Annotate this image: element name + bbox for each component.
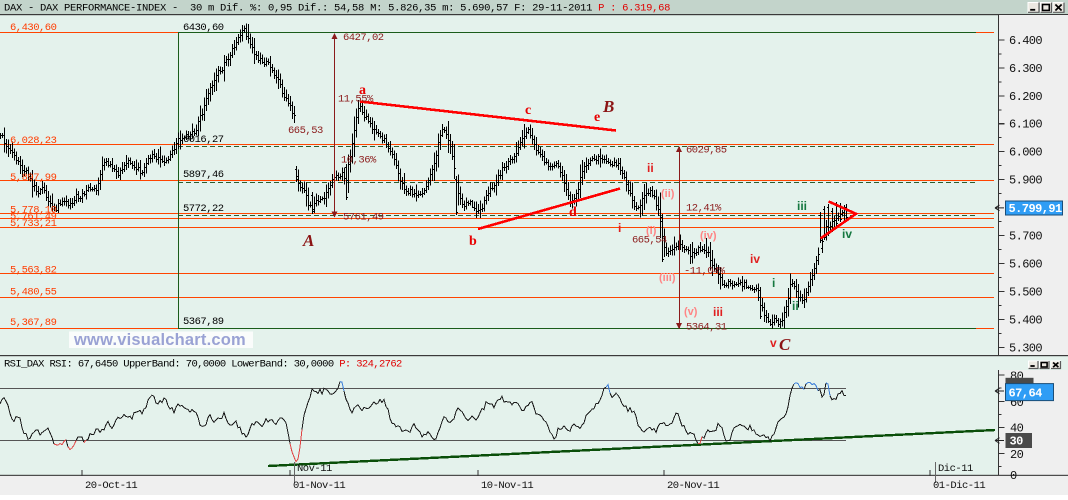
svg-text:Dic-11: Dic-11: [938, 463, 973, 475]
svg-text:01-Nov-11: 01-Nov-11: [293, 480, 345, 492]
svg-text:12,41%: 12,41%: [686, 203, 722, 215]
svg-text:A: A: [302, 231, 314, 250]
svg-text:5,367,89: 5,367,89: [10, 317, 57, 329]
svg-text:i: i: [618, 221, 621, 235]
svg-text:20-Oct-11: 20-Oct-11: [85, 480, 137, 492]
svg-text:5,733,21: 5,733,21: [10, 218, 57, 230]
svg-text:30: 30: [1010, 435, 1024, 449]
svg-text:10-Nov-11: 10-Nov-11: [481, 480, 533, 492]
svg-text:01-Dic-11: 01-Dic-11: [933, 480, 985, 492]
svg-text:5.500: 5.500: [1009, 285, 1042, 299]
svg-text:665,53: 665,53: [288, 125, 323, 137]
svg-text:5761,49: 5761,49: [343, 212, 384, 224]
svg-text:5.700: 5.700: [1009, 230, 1042, 244]
svg-text:5.799,91: 5.799,91: [1009, 202, 1063, 216]
svg-text:5,563,82: 5,563,82: [10, 265, 57, 277]
svg-text:iii: iii: [797, 199, 807, 213]
svg-text:5,480,55: 5,480,55: [10, 287, 57, 299]
svg-text:6.300: 6.300: [1009, 62, 1042, 76]
svg-text:6016,27: 6016,27: [183, 134, 224, 146]
svg-text:C: C: [779, 335, 791, 354]
svg-text:iv: iv: [750, 252, 760, 266]
svg-text:5.600: 5.600: [1009, 257, 1042, 271]
svg-text:5367,89: 5367,89: [183, 316, 224, 328]
svg-text:c: c: [525, 103, 531, 118]
svg-text:v: v: [770, 336, 777, 350]
svg-text:i: i: [772, 276, 775, 290]
svg-text:e: e: [594, 110, 600, 125]
svg-text:iv: iv: [842, 227, 852, 241]
svg-text:0: 0: [1010, 469, 1017, 483]
svg-text:67,64: 67,64: [1009, 387, 1043, 401]
svg-text:(ii): (ii): [661, 188, 675, 200]
svg-text:11,55%: 11,55%: [338, 94, 374, 106]
svg-text:6029,85: 6029,85: [686, 145, 727, 157]
svg-text:5897,46: 5897,46: [183, 169, 224, 181]
svg-text:(iii): (iii): [659, 272, 676, 284]
svg-text:(iv): (iv): [700, 230, 717, 242]
svg-text:6.400: 6.400: [1009, 34, 1042, 48]
svg-text:6,028,23: 6,028,23: [10, 135, 57, 147]
svg-text:ii: ii: [647, 161, 654, 175]
svg-text:20-Nov-11: 20-Nov-11: [667, 480, 719, 492]
svg-text:5.300: 5.300: [1009, 341, 1042, 355]
svg-text:Nov-11: Nov-11: [297, 463, 332, 475]
svg-text:6,430,60: 6,430,60: [10, 22, 57, 34]
svg-text:ii: ii: [792, 299, 799, 313]
svg-text:6430,60: 6430,60: [183, 22, 224, 34]
svg-text:5,897,99: 5,897,99: [10, 172, 57, 184]
svg-text:20: 20: [1010, 448, 1024, 462]
svg-text:6.200: 6.200: [1009, 90, 1042, 104]
svg-text:d: d: [569, 205, 577, 220]
svg-text:-11,04%: -11,04%: [684, 266, 726, 278]
svg-text:DAX - DAX PERFORMANCE-INDEX -: DAX - DAX PERFORMANCE-INDEX - 30 m Dif. …: [4, 3, 670, 15]
svg-text:(v): (v): [684, 306, 698, 318]
svg-text:www.visualchart.com: www.visualchart.com: [73, 331, 246, 349]
svg-text:B: B: [602, 97, 614, 116]
svg-text:6.000: 6.000: [1009, 146, 1042, 160]
svg-text:5772,22: 5772,22: [183, 203, 224, 215]
svg-text:iii: iii: [713, 305, 723, 319]
svg-text:5364,31: 5364,31: [686, 322, 727, 334]
svg-text:5.900: 5.900: [1009, 174, 1042, 188]
svg-text:6427,02: 6427,02: [343, 32, 384, 44]
svg-text:a: a: [359, 83, 366, 98]
svg-text:6.100: 6.100: [1009, 118, 1042, 132]
svg-text:(i): (i): [646, 225, 657, 237]
svg-text:5.400: 5.400: [1009, 313, 1042, 327]
svg-text:10,36%: 10,36%: [341, 155, 377, 167]
svg-text:RSI_DAX RSI: 67,6450 UpperBand: RSI_DAX RSI: 67,6450 UpperBand: 70,0000 …: [4, 359, 402, 371]
svg-text:b: b: [469, 234, 477, 249]
